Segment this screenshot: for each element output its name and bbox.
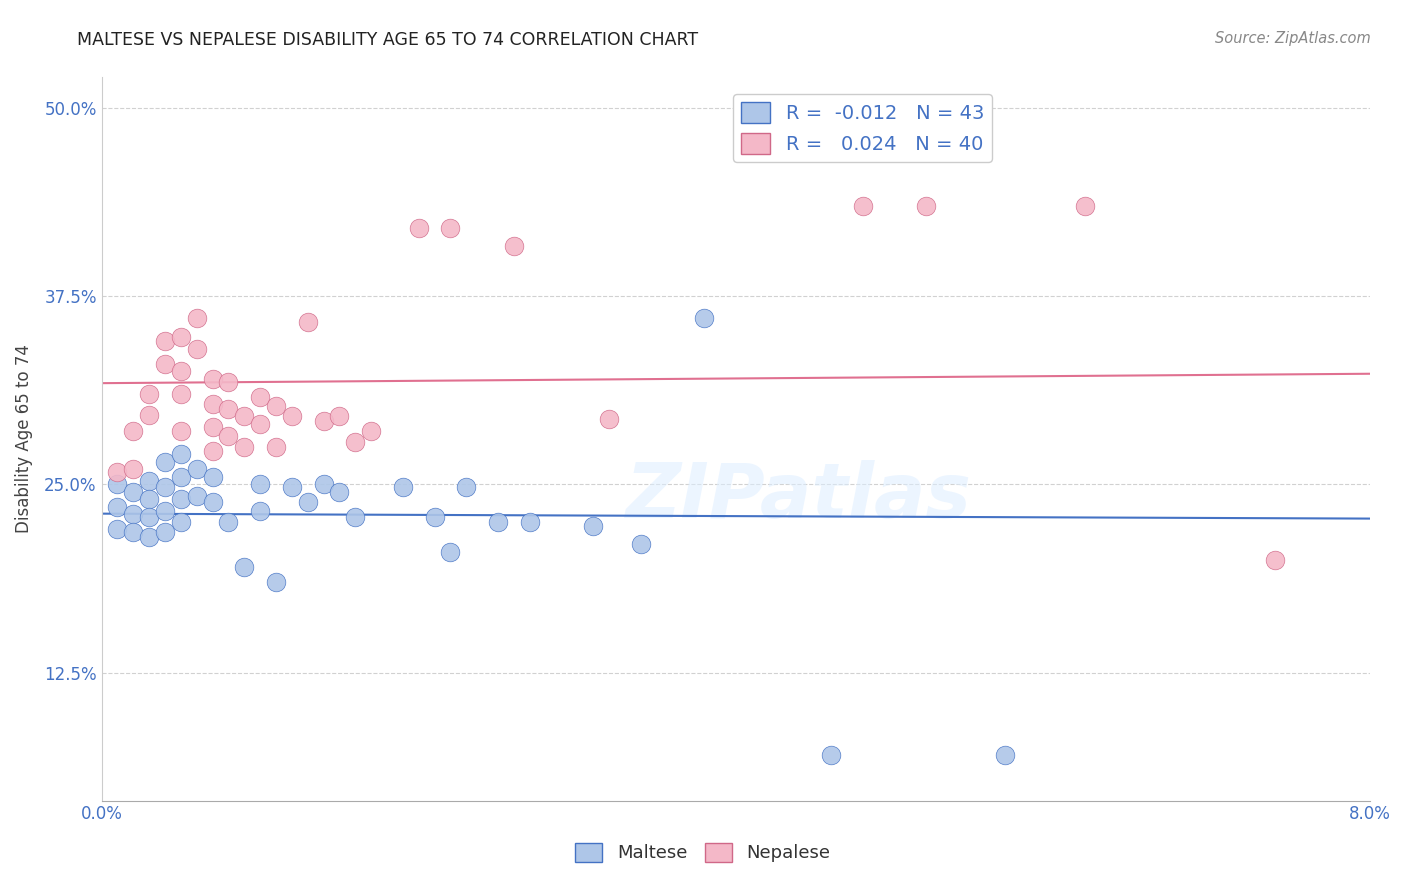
Point — [264, 575, 287, 590]
Point — [107, 465, 129, 479]
Point — [249, 417, 271, 431]
Point — [281, 409, 304, 424]
Point — [138, 510, 160, 524]
Point — [502, 239, 524, 253]
Point — [170, 515, 193, 529]
Point — [122, 508, 145, 522]
Point — [297, 495, 319, 509]
Legend: Maltese, Nepalese: Maltese, Nepalese — [568, 836, 838, 870]
Point — [486, 515, 509, 529]
Point — [107, 500, 129, 514]
Legend: R =  -0.012   N = 43, R =   0.024   N = 40: R = -0.012 N = 43, R = 0.024 N = 40 — [734, 95, 993, 162]
Point — [439, 545, 461, 559]
Point — [122, 425, 145, 439]
Point — [312, 477, 335, 491]
Point — [217, 401, 239, 416]
Point — [170, 469, 193, 483]
Point — [107, 477, 129, 491]
Point — [1073, 198, 1095, 212]
Point — [630, 537, 652, 551]
Point — [519, 515, 541, 529]
Point — [153, 334, 176, 348]
Point — [153, 480, 176, 494]
Point — [122, 462, 145, 476]
Point — [598, 412, 620, 426]
Point — [994, 748, 1017, 763]
Point — [249, 477, 271, 491]
Point — [201, 372, 224, 386]
Point — [915, 198, 938, 212]
Point — [423, 510, 446, 524]
Point — [138, 408, 160, 422]
Point — [439, 221, 461, 235]
Point — [249, 390, 271, 404]
Y-axis label: Disability Age 65 to 74: Disability Age 65 to 74 — [15, 344, 32, 533]
Point — [138, 474, 160, 488]
Point — [153, 357, 176, 371]
Point — [217, 515, 239, 529]
Point — [186, 342, 208, 356]
Point — [153, 525, 176, 540]
Point — [217, 375, 239, 389]
Point — [456, 480, 478, 494]
Point — [122, 484, 145, 499]
Point — [693, 311, 716, 326]
Point — [281, 480, 304, 494]
Point — [392, 480, 415, 494]
Point — [201, 397, 224, 411]
Point — [233, 560, 256, 574]
Point — [153, 504, 176, 518]
Point — [170, 329, 193, 343]
Point — [217, 429, 239, 443]
Point — [153, 455, 176, 469]
Point — [138, 492, 160, 507]
Point — [344, 510, 367, 524]
Point — [186, 462, 208, 476]
Text: MALTESE VS NEPALESE DISABILITY AGE 65 TO 74 CORRELATION CHART: MALTESE VS NEPALESE DISABILITY AGE 65 TO… — [77, 31, 699, 49]
Point — [582, 519, 605, 533]
Point — [138, 530, 160, 544]
Point — [201, 469, 224, 483]
Point — [170, 364, 193, 378]
Point — [107, 523, 129, 537]
Point — [852, 198, 875, 212]
Point — [820, 748, 842, 763]
Point — [233, 409, 256, 424]
Point — [201, 495, 224, 509]
Point — [201, 444, 224, 458]
Text: Source: ZipAtlas.com: Source: ZipAtlas.com — [1215, 31, 1371, 46]
Text: ZIPatlas: ZIPatlas — [626, 460, 973, 534]
Point — [170, 447, 193, 461]
Point — [328, 484, 350, 499]
Point — [264, 440, 287, 454]
Point — [312, 414, 335, 428]
Point — [186, 489, 208, 503]
Point — [138, 387, 160, 401]
Point — [328, 409, 350, 424]
Point — [1264, 552, 1286, 566]
Point — [170, 387, 193, 401]
Point — [360, 425, 382, 439]
Point — [122, 525, 145, 540]
Point — [297, 314, 319, 328]
Point — [264, 399, 287, 413]
Point — [408, 221, 430, 235]
Point — [186, 311, 208, 326]
Point — [170, 425, 193, 439]
Point — [233, 440, 256, 454]
Point — [170, 492, 193, 507]
Point — [249, 504, 271, 518]
Point — [201, 420, 224, 434]
Point — [344, 435, 367, 450]
